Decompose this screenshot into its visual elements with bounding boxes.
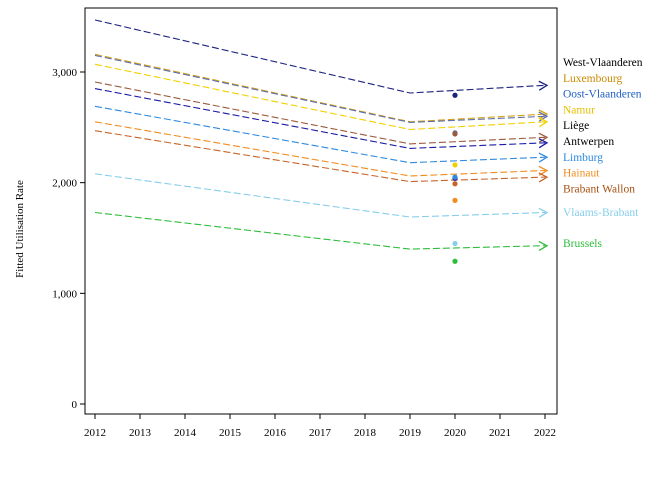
legend-label-8: Brabant Wallon <box>563 183 635 195</box>
legend-label-6: Limburg <box>563 152 603 164</box>
observed-point-2020-4 <box>452 131 458 137</box>
legend-label-1: Luxembourg <box>563 73 622 85</box>
series-arrow-6 <box>538 152 549 163</box>
series-line-4 <box>94 81 546 145</box>
series-line-9 <box>94 173 546 218</box>
observed-point-2020-6 <box>452 174 458 180</box>
series-arrow-10 <box>538 240 549 252</box>
y-axis-label: Fitted Utilisation Rate <box>14 180 26 278</box>
y-axis: 0 1,000 2,000 3,000 <box>52 67 85 411</box>
series-arrow-8 <box>538 172 549 183</box>
series-arrow-1 <box>538 109 549 120</box>
legend-label-7: Hainaut <box>563 168 600 180</box>
series-line-1 <box>94 53 546 123</box>
y-tick-label: 3,000 <box>52 67 77 79</box>
series-line-0 <box>94 19 546 94</box>
series-arrow-5 <box>538 138 549 149</box>
x-tick-label: 2017 <box>309 427 332 439</box>
observed-point-2020-3 <box>452 162 458 168</box>
series-arrow-9 <box>538 207 549 218</box>
series-line-6 <box>94 105 546 164</box>
x-tick-label: 2015 <box>219 427 242 439</box>
series-line-2 <box>94 54 546 123</box>
observed-point-2020-7 <box>452 197 458 203</box>
observed-point-2020-0 <box>452 92 458 98</box>
x-tick-label: 2013 <box>129 427 152 439</box>
y-tick-label: 0 <box>72 399 78 411</box>
legend-label-5: Antwerpen <box>563 136 614 148</box>
series-arrow-0 <box>538 80 549 91</box>
legend-label-2: Oost-Vlaanderen <box>563 89 642 101</box>
x-tick-label: 2018 <box>354 427 377 439</box>
observed-point-2020-9 <box>452 240 458 247</box>
plot-border <box>84 7 558 415</box>
observed-points-layer <box>452 92 458 264</box>
x-tick-label: 2021 <box>489 427 511 439</box>
legend-label-9: Vlaams-Brabant <box>563 207 639 219</box>
x-tick-label: 2012 <box>84 427 106 439</box>
x-axis: 2012 2013 2014 2015 2016 2017 2018 2019 2020 2021… <box>84 414 556 439</box>
y-tick-label: 2,000 <box>52 178 77 190</box>
x-tick-label: 2020 <box>444 427 467 439</box>
series-line-10 <box>94 211 546 250</box>
y-tick-label: 1,000 <box>52 288 77 300</box>
x-tick-label: 2022 <box>534 427 556 439</box>
x-tick-label: 2014 <box>174 427 197 439</box>
series-arrow-3 <box>538 117 549 128</box>
plot-frame <box>84 7 558 415</box>
series-line-3 <box>94 63 546 131</box>
series-layer <box>94 19 549 252</box>
legend-label-3: Namur <box>563 104 595 116</box>
observed-point-2020-8 <box>452 181 458 187</box>
series-line-8 <box>94 130 546 183</box>
legend: West-Vlaanderen Luxembourg Oost-Vlaanderen… <box>563 57 643 250</box>
legend-label-4: Liège <box>563 120 589 132</box>
legend-label-10: Brussels <box>563 238 603 250</box>
series-line-5 <box>94 88 546 149</box>
series-line-7 <box>94 121 546 177</box>
observed-point-2020-10 <box>452 258 458 264</box>
x-tick-label: 2016 <box>264 427 287 439</box>
x-tick-label: 2019 <box>399 427 422 439</box>
legend-label-0: West-Vlaanderen <box>563 57 643 69</box>
